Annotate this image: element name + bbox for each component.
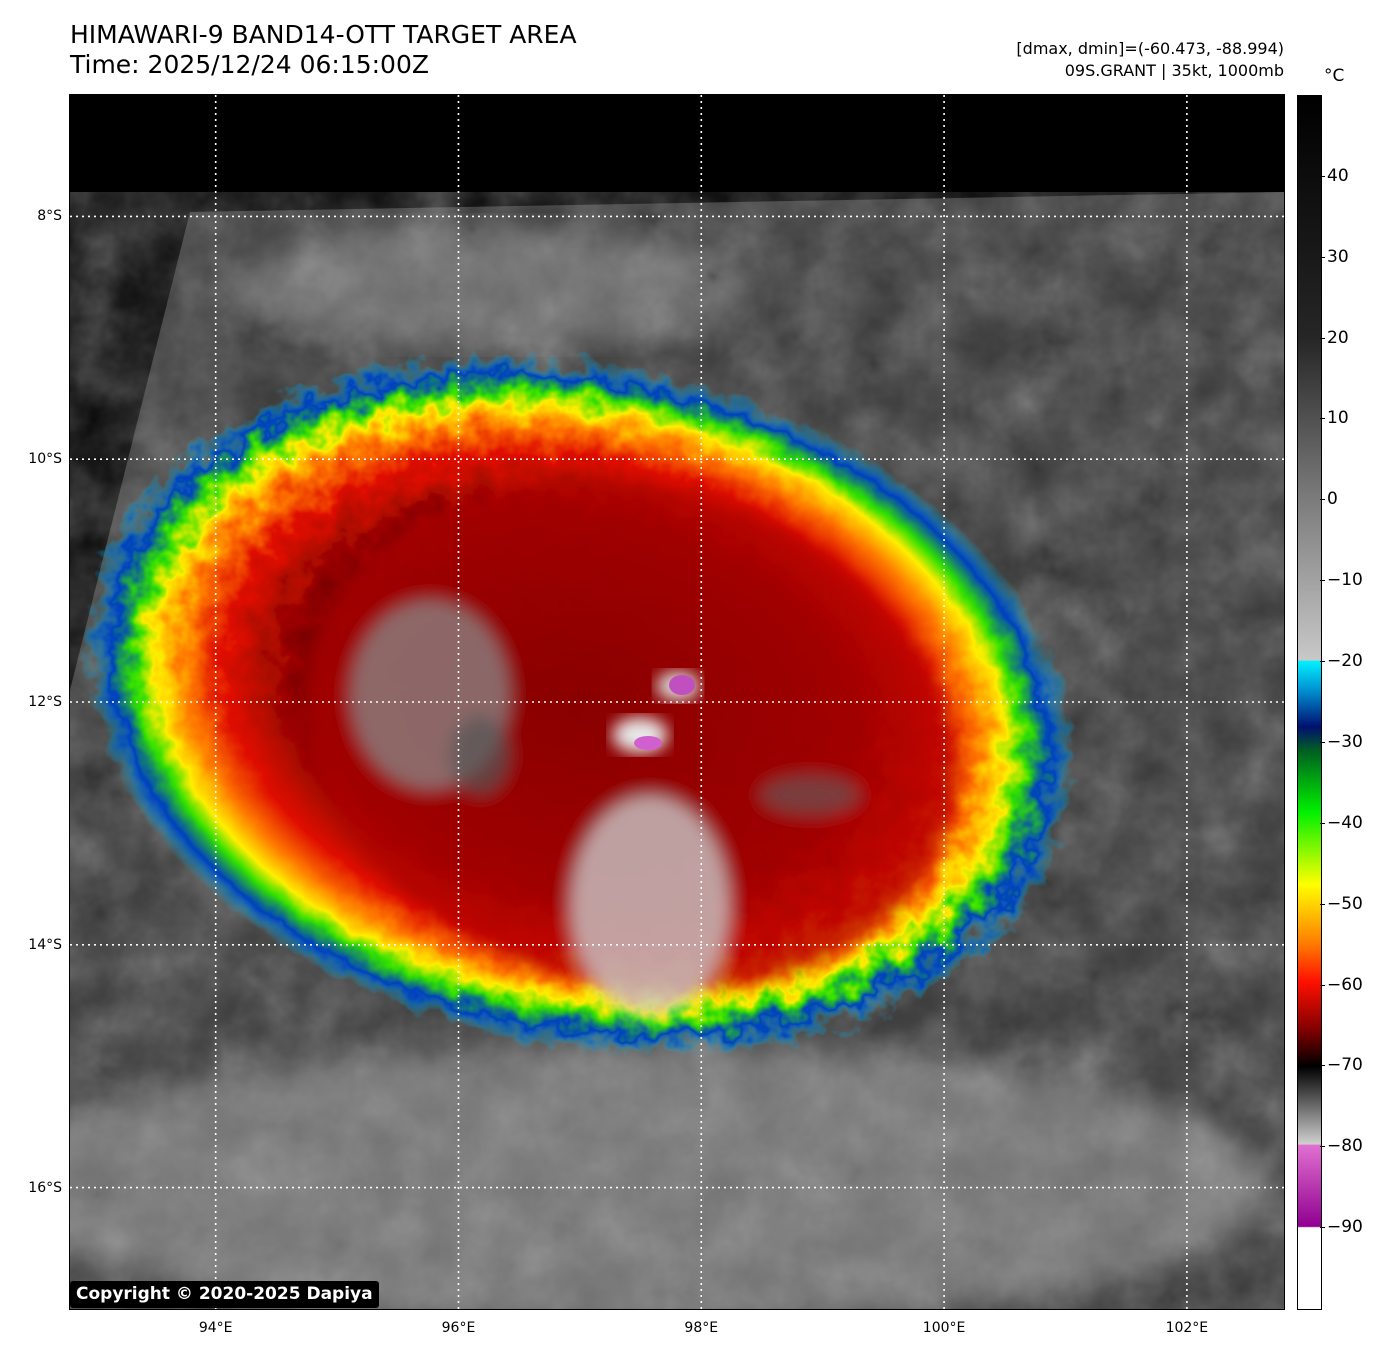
colorbar-unit: °C — [1324, 66, 1345, 86]
colorbar-tick-label: −90 — [1327, 1217, 1363, 1238]
storm-name-intensity: 09S.GRANT | 35kt, 1000mb — [1064, 61, 1284, 80]
colorbar — [1297, 95, 1322, 1310]
colorbar-tick-label: 30 — [1327, 246, 1349, 267]
colorbar-gradient — [1298, 96, 1321, 1309]
colorbar-tick — [1320, 1146, 1325, 1148]
colorbar-tick — [1320, 741, 1325, 743]
colorbar-tick — [1320, 1227, 1325, 1229]
colorbar-tick-label: −10 — [1327, 570, 1363, 591]
colorbar-tick-label: −60 — [1327, 974, 1363, 995]
latitude-label: 8°S — [37, 208, 62, 225]
graticule — [70, 95, 1284, 1309]
colorbar-tick-label: −50 — [1327, 893, 1363, 914]
coldest-tops — [612, 671, 700, 753]
longitude-label: 96°E — [441, 1320, 476, 1336]
colorbar-tick-label: 0 — [1327, 489, 1338, 510]
latitude-label: 12°S — [28, 694, 62, 710]
copyright-badge: Copyright © 2020-2025 Dapiya — [70, 1281, 379, 1308]
colorbar-tick — [1320, 499, 1325, 501]
latitude-label: 10°S — [28, 451, 62, 468]
colorbar-tick-label: 20 — [1327, 327, 1349, 348]
colorbar-tick-label: 10 — [1327, 408, 1349, 429]
colorbar-tick — [1320, 822, 1325, 824]
longitude-label: 100°E — [922, 1320, 966, 1336]
colorbar-tick-label: 40 — [1327, 165, 1349, 186]
colorbar-tick — [1320, 661, 1325, 663]
colorbar-tick-label: −30 — [1327, 731, 1363, 752]
colorbar-tick — [1320, 175, 1325, 177]
latitude-label: 14°S — [28, 936, 62, 953]
colorbar-tick — [1320, 337, 1325, 339]
colorbar-tick — [1320, 1065, 1325, 1067]
colorbar-tick-label: −40 — [1327, 812, 1363, 833]
storm-info: [dmax, dmin]=(-60.473, -88.994) 09S.GRAN… — [1016, 38, 1284, 82]
colorbar-tick — [1320, 580, 1325, 582]
latitude-label: 16°S — [28, 1179, 62, 1196]
colorbar-tick — [1320, 256, 1325, 258]
colorbar-tick — [1320, 418, 1325, 420]
longitude-label: 98°E — [684, 1320, 719, 1336]
dmax-dmin-text: [dmax, dmin]=(-60.473, -88.994) — [1016, 39, 1284, 58]
longitude-label: 94°E — [198, 1320, 233, 1336]
colorbar-tick-label: −20 — [1327, 651, 1363, 672]
colorbar-tick-label: −80 — [1327, 1136, 1363, 1157]
colorbar-tick — [1320, 984, 1325, 986]
chart-title: HIMAWARI-9 BAND14-OTT TARGET AREA Time: … — [70, 20, 577, 80]
title-line-1: HIMAWARI-9 BAND14-OTT TARGET AREA — [70, 20, 577, 49]
satellite-map — [69, 94, 1285, 1310]
satellite-imagery — [70, 95, 1284, 1309]
longitude-label: 102°E — [1165, 1320, 1209, 1336]
colorbar-tick-label: −70 — [1327, 1055, 1363, 1076]
title-line-2: Time: 2025/12/24 06:15:00Z — [70, 50, 429, 79]
colorbar-tick — [1320, 903, 1325, 905]
